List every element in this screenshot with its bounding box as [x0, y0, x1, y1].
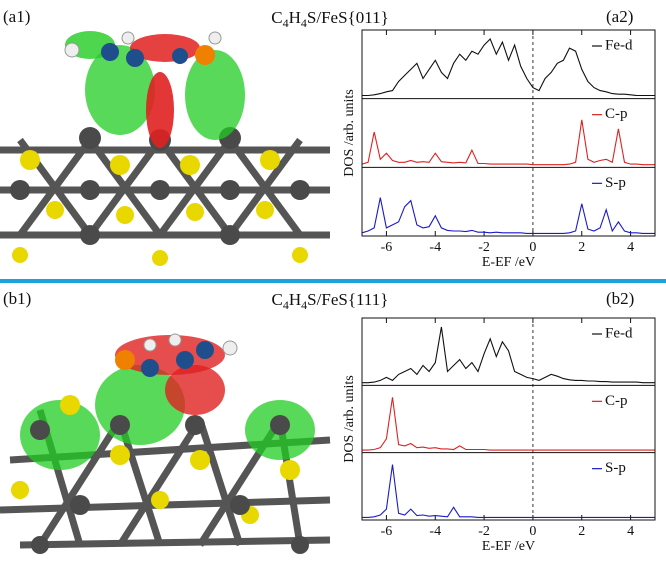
x-tick-label: 0	[529, 524, 536, 539]
chart-title: C4H4S/FeS{011}	[271, 8, 389, 30]
x-tick-label: 0	[529, 240, 536, 255]
dos-line	[362, 464, 655, 518]
legend-label: S-p	[605, 175, 626, 191]
y-axis-label: DOS /arb. units	[342, 375, 357, 463]
x-tick-label: -2	[478, 524, 490, 539]
x-tick-label: 4	[627, 524, 634, 539]
legend-label: Fe-d	[605, 37, 633, 53]
structure-image-a	[0, 31, 330, 266]
x-tick-label: -6	[381, 240, 393, 255]
x-tick-label: 4	[627, 240, 634, 255]
dos-line	[361, 119, 655, 166]
x-tick-label: -4	[429, 524, 441, 539]
y-axis-label: DOS /arb. units	[342, 89, 357, 177]
x-tick-label: -2	[478, 240, 490, 255]
x-axis-label: E-EF /eV	[482, 539, 535, 554]
legend-label: C-p	[605, 106, 628, 122]
panel-label: (b2)	[606, 289, 634, 308]
dos-line	[362, 397, 655, 451]
image-label: (b1)	[3, 289, 31, 308]
structure-image-b	[0, 333, 331, 554]
x-tick-label: 2	[578, 240, 585, 255]
legend-label: Fe-d	[605, 325, 633, 341]
chart-title: C4H4S/FeS{111}	[272, 290, 389, 312]
dos-line	[362, 38, 655, 97]
plot-frame	[361, 317, 656, 521]
legend-label: S-p	[605, 460, 626, 476]
x-tick-label: 2	[578, 524, 585, 539]
legend-label: C-p	[605, 393, 628, 409]
x-tick-label: -4	[429, 240, 441, 255]
x-axis-label: E-EF /eV	[482, 255, 535, 270]
plot-frame	[361, 29, 656, 237]
image-label: (a1)	[3, 7, 30, 26]
dos-line	[362, 326, 655, 384]
x-tick-label: -6	[381, 524, 393, 539]
dos-line	[361, 197, 655, 234]
panel-label: (a2)	[606, 7, 633, 26]
